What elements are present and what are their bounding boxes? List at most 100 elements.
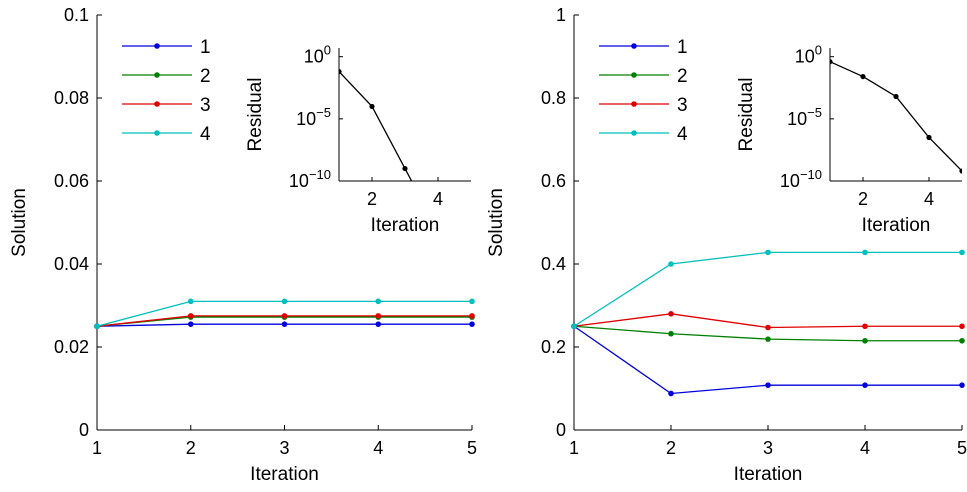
inset-residual-plot: 2 4 100 10−5 10−10 Iteration Residual xyxy=(736,43,962,236)
inset-series xyxy=(830,59,962,174)
y-tick-label: 0 xyxy=(556,420,566,440)
inset-data-point xyxy=(860,73,866,80)
data-point xyxy=(959,382,965,388)
y-tick-label: 0.6 xyxy=(541,171,566,191)
inset-y-tick-label: 10−5 xyxy=(296,105,331,129)
data-point xyxy=(862,382,868,388)
inset-data-point xyxy=(926,134,932,141)
legend-marker xyxy=(631,101,637,107)
inset-y-axis-label: Residual xyxy=(736,78,757,152)
inset-x-tick-label: 4 xyxy=(433,189,443,209)
legend-marker xyxy=(631,43,637,49)
data-point xyxy=(959,337,965,344)
inset-data-point xyxy=(339,69,342,75)
inset-data-point xyxy=(830,59,833,65)
legend-entry: 2 xyxy=(599,66,688,87)
series-4 xyxy=(571,249,965,330)
legend-marker xyxy=(631,130,637,136)
data-point xyxy=(765,382,771,388)
inset-data-point xyxy=(959,168,962,174)
inset-y-axis-label: Residual xyxy=(245,78,266,152)
inset-x-tick-label: 4 xyxy=(924,189,934,209)
legend-label: 1 xyxy=(677,37,688,58)
data-point xyxy=(862,249,868,256)
series-1 xyxy=(94,321,475,330)
data-point xyxy=(571,323,577,330)
x-axis-label: Iteration xyxy=(734,464,803,485)
x-axis-label: Iteration xyxy=(250,464,319,485)
data-point xyxy=(469,313,475,319)
x-tick-label: 4 xyxy=(373,438,383,458)
y-axis-label: Solution xyxy=(486,188,507,257)
data-point xyxy=(94,323,100,330)
legend-label: 3 xyxy=(677,95,688,116)
inset-series-line xyxy=(339,71,413,181)
chart-panel-1: 1 2 3 4 5 0 0.02 0.04 0.06 0.08 0.1 Iteration Soluti… xyxy=(9,5,477,485)
x-tick-label: 2 xyxy=(666,438,676,458)
x-tick-label: 5 xyxy=(467,438,477,458)
legend-label: 4 xyxy=(677,124,688,145)
data-point xyxy=(862,337,868,344)
data-point xyxy=(862,323,868,330)
legend-label: 2 xyxy=(200,66,211,87)
data-point xyxy=(959,323,965,330)
data-point xyxy=(765,336,771,342)
data-point xyxy=(469,321,475,327)
data-point xyxy=(765,249,771,256)
inset-x-axis-label: Iteration xyxy=(862,215,931,236)
data-point xyxy=(469,298,475,305)
data-point xyxy=(959,249,965,256)
inset-series xyxy=(339,69,413,181)
y-tick-label: 0.04 xyxy=(54,254,89,274)
data-point xyxy=(281,298,288,305)
y-tick-label: 0.02 xyxy=(54,337,89,357)
inset-y-tick-label: 100 xyxy=(304,43,331,67)
data-point xyxy=(187,313,194,319)
x-tick-label: 3 xyxy=(763,438,773,458)
legend-entry: 2 xyxy=(122,66,211,87)
chart-panel-2: 1 2 3 4 5 0 0.2 0.4 0.6 0.8 1 Iteration Solution 1 2 3 4… xyxy=(486,5,967,485)
legend-entry: 4 xyxy=(122,124,211,145)
y-tick-label: 0.2 xyxy=(541,337,566,357)
x-tick-label: 2 xyxy=(186,438,196,458)
x-tick-label: 1 xyxy=(92,438,102,458)
data-point xyxy=(668,390,674,397)
inset-series-line xyxy=(830,61,962,172)
series-1 xyxy=(571,323,965,397)
inset-residual-plot: 2 4 100 10−5 10−10 Iteration Residual xyxy=(245,43,471,236)
data-point xyxy=(668,330,674,337)
inset-y-tick-label: 10−10 xyxy=(289,167,331,191)
data-point xyxy=(375,321,382,327)
legend-label: 3 xyxy=(200,95,211,116)
legend-label: 2 xyxy=(677,66,688,87)
legend-entry: 1 xyxy=(122,37,211,58)
data-point xyxy=(281,313,288,319)
legend-entry: 1 xyxy=(599,37,688,58)
x-tick-label: 4 xyxy=(860,438,870,458)
inset-x-tick-label: 2 xyxy=(858,189,868,209)
x-tick-label: 3 xyxy=(279,438,289,458)
legend-marker xyxy=(154,43,160,49)
inset-y-tick-label: 10−10 xyxy=(780,167,822,191)
series-3 xyxy=(571,311,965,331)
data-point xyxy=(668,261,674,267)
data-point xyxy=(187,298,194,305)
y-tick-label: 0.08 xyxy=(54,88,89,108)
legend-marker xyxy=(631,72,637,78)
y-tick-label: 0.06 xyxy=(54,171,89,191)
legend-label: 1 xyxy=(200,37,211,58)
y-tick-label: 0.1 xyxy=(64,5,89,25)
data-point xyxy=(765,324,771,331)
inset-x-tick-label: 2 xyxy=(367,189,377,209)
legend-entry: 3 xyxy=(599,95,688,116)
data-point xyxy=(375,313,382,319)
series-4 xyxy=(94,298,475,330)
data-point xyxy=(187,321,194,327)
legend-entry: 4 xyxy=(599,124,688,145)
data-point xyxy=(375,298,382,305)
legend-marker xyxy=(154,130,160,136)
inset-data-point xyxy=(893,93,899,100)
series-line xyxy=(573,251,962,327)
legend-marker xyxy=(154,101,160,107)
